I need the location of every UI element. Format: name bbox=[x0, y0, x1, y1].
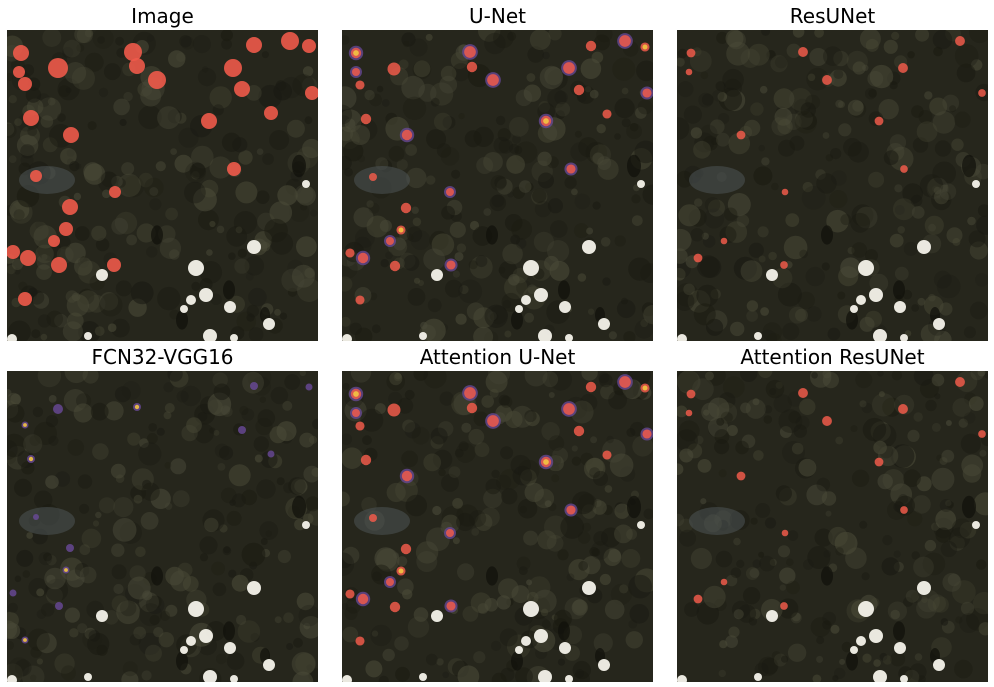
panel-title: Image bbox=[131, 4, 194, 28]
panel-title: ResUNet bbox=[789, 4, 876, 28]
prediction-overlay-image bbox=[677, 371, 988, 682]
prediction-overlay-image bbox=[677, 30, 988, 341]
panel-title: Attention U-Net bbox=[419, 345, 576, 369]
panel-title: Attention ResUNet bbox=[740, 345, 925, 369]
aerial-image bbox=[7, 30, 318, 341]
prediction-overlay-image bbox=[342, 371, 653, 682]
panel-title: U-Net bbox=[469, 4, 526, 28]
panel-title: FCN32-VGG16 bbox=[91, 345, 234, 369]
prediction-overlay-image bbox=[342, 30, 653, 341]
prediction-overlay-image bbox=[7, 371, 318, 682]
